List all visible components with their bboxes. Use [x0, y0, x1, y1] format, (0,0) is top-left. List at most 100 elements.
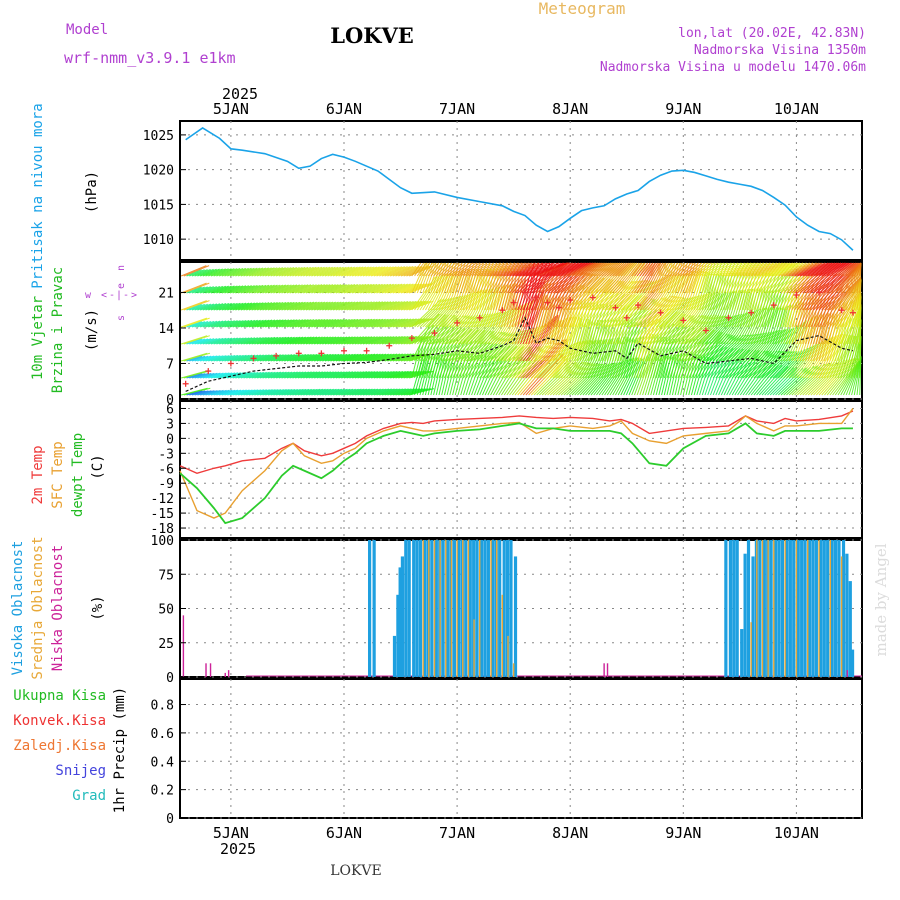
wind-barb	[737, 289, 749, 328]
wind-barb	[256, 267, 278, 277]
wind-barb	[541, 298, 555, 345]
wind-barb	[194, 268, 211, 277]
wind-barb	[248, 267, 269, 277]
wind-barb	[351, 301, 375, 311]
wind-barb	[297, 284, 320, 294]
wind-barb	[596, 262, 615, 277]
station-title: LOKVE	[330, 23, 414, 48]
wind-barb	[341, 388, 365, 396]
wind-barb	[525, 353, 565, 396]
wind-barb	[392, 300, 417, 311]
wind-barb	[376, 283, 400, 294]
wind-barb	[796, 272, 827, 311]
wind-barb	[205, 285, 224, 294]
wind-barb	[297, 319, 320, 328]
wind-barb	[615, 279, 647, 311]
wind-barb	[281, 354, 304, 362]
wind-barb	[335, 266, 358, 277]
wind-barb	[666, 262, 679, 277]
wind-barb	[191, 355, 209, 362]
y-tick-label: 0	[166, 432, 174, 447]
wind-barb	[462, 262, 475, 294]
wind-barb	[693, 262, 704, 294]
cloud-high-bar	[830, 540, 834, 677]
model-label: Model	[66, 22, 108, 38]
wind-barb	[859, 296, 862, 328]
wind-barb	[360, 371, 384, 379]
wind-barb	[216, 372, 236, 379]
wind-barb	[481, 262, 498, 294]
wind-barb	[859, 356, 862, 396]
wind-barb	[365, 318, 389, 328]
wind-barb	[224, 337, 244, 345]
wind-barb	[650, 296, 683, 328]
wind-barb	[604, 294, 633, 328]
wind-barb	[777, 275, 798, 311]
wind-barb	[737, 262, 765, 277]
wind-barb	[289, 319, 312, 328]
cloud-high-bar	[407, 540, 411, 677]
wind-barb	[511, 357, 542, 396]
wind-barb	[270, 284, 292, 294]
wind-barb	[224, 354, 244, 362]
wind-barb	[837, 262, 856, 277]
wind-barb	[332, 353, 356, 362]
cloud-mid-bar	[479, 540, 481, 677]
wind-barb	[715, 291, 731, 328]
wind-barb	[696, 332, 726, 362]
wind-barb	[381, 318, 406, 328]
y-tick-label: -12	[151, 492, 174, 507]
wind-barb	[658, 262, 670, 277]
wind-barb	[370, 301, 395, 311]
wind-barb	[189, 286, 205, 294]
wind-barb	[609, 305, 630, 345]
wind-barb	[769, 264, 796, 294]
wind-barb	[503, 346, 538, 379]
wind-barb	[313, 319, 337, 328]
wind-barb	[300, 336, 323, 345]
cloud-mid-bar	[767, 540, 769, 677]
compass-left-arrow: <	[101, 290, 107, 301]
wind-barb	[685, 292, 712, 328]
wind-barb	[647, 296, 681, 328]
wind-barb	[314, 371, 337, 379]
wind-barb	[227, 337, 247, 345]
wind-barb	[414, 355, 426, 396]
precip-label-hail: Grad	[72, 788, 106, 804]
wind-barb	[379, 318, 403, 328]
wind-barb	[218, 268, 238, 277]
wind-barb	[322, 284, 345, 294]
wind-barb	[349, 353, 373, 362]
y-tick-label: -6	[158, 462, 174, 477]
wind-barb	[267, 371, 290, 379]
cloud-high-bar	[751, 556, 755, 677]
wind-barb	[316, 266, 339, 277]
wind-barb	[251, 354, 273, 362]
wind-barb	[501, 346, 535, 379]
wind-barb	[509, 262, 543, 277]
wind-barb	[362, 301, 386, 311]
top-day-label: 8JAN	[552, 100, 588, 118]
wind-barb	[183, 387, 211, 396]
wind-barb	[330, 301, 353, 311]
wind-barb	[227, 302, 247, 311]
bottom-year-label: 2025	[220, 840, 256, 858]
wind-barb	[229, 285, 250, 294]
wind-barb	[324, 319, 348, 328]
wind-barb	[322, 353, 345, 362]
wind-barb	[701, 272, 713, 311]
wind-barb	[395, 318, 420, 328]
wind-barb	[615, 262, 629, 277]
wind-barb	[769, 351, 798, 379]
wind-barb	[308, 336, 331, 345]
wind-barb	[672, 295, 701, 328]
wind-barb	[275, 267, 298, 277]
wind-barb	[446, 262, 457, 294]
wind-barb	[601, 337, 616, 379]
wind-barb	[327, 266, 350, 277]
wind-barb	[284, 388, 307, 396]
wind-barb	[549, 316, 571, 362]
wind-barb	[316, 388, 340, 396]
wind-barb	[680, 338, 699, 379]
wind-barb	[443, 339, 463, 379]
